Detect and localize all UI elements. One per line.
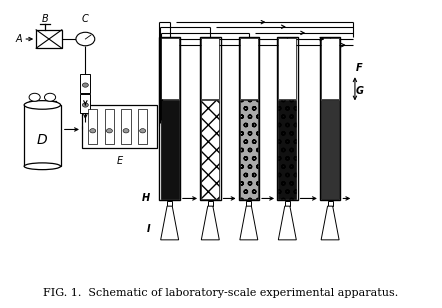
Bar [278,38,296,99]
Bar [80,74,91,93]
Text: F: F [356,63,362,73]
Circle shape [123,129,129,133]
Polygon shape [160,206,179,240]
Bar [321,38,339,99]
Bar [122,109,130,144]
Bar [36,30,62,48]
Circle shape [140,129,146,133]
Bar [201,100,219,199]
Bar [278,100,296,199]
Bar [160,38,180,200]
Text: G: G [356,86,364,96]
Polygon shape [321,206,339,240]
Polygon shape [278,206,296,240]
Bar [200,38,221,200]
Bar [82,105,157,148]
Bar [277,38,297,200]
Text: E: E [116,156,122,165]
Bar [167,201,172,206]
Polygon shape [201,206,219,240]
Bar [80,94,91,113]
Circle shape [82,83,88,87]
Bar [328,201,333,206]
Circle shape [82,103,88,107]
Ellipse shape [24,163,61,170]
Text: D: D [37,133,48,147]
Bar [240,38,258,99]
Text: H: H [142,193,150,204]
Text: B: B [42,14,49,24]
Bar [160,38,179,99]
Bar [105,109,114,144]
Bar [239,38,259,200]
Bar [208,201,213,206]
Text: A: A [15,34,22,44]
Circle shape [107,129,112,133]
Text: I: I [146,224,150,234]
Bar [160,100,179,199]
Circle shape [76,32,95,46]
Polygon shape [240,206,258,240]
Bar [246,201,251,206]
Bar [24,105,61,166]
Bar [285,201,290,206]
Ellipse shape [24,101,61,109]
Bar [138,109,147,144]
Circle shape [45,93,56,101]
Text: FIG. 1.  Schematic of laboratory-scale experimental apparatus.: FIG. 1. Schematic of laboratory-scale ex… [43,288,399,298]
Circle shape [90,129,96,133]
Bar [320,38,340,200]
Circle shape [29,93,40,101]
Bar [240,100,258,199]
Bar [201,38,219,99]
Bar [88,109,97,144]
Bar [321,100,339,199]
Text: C: C [82,14,89,24]
